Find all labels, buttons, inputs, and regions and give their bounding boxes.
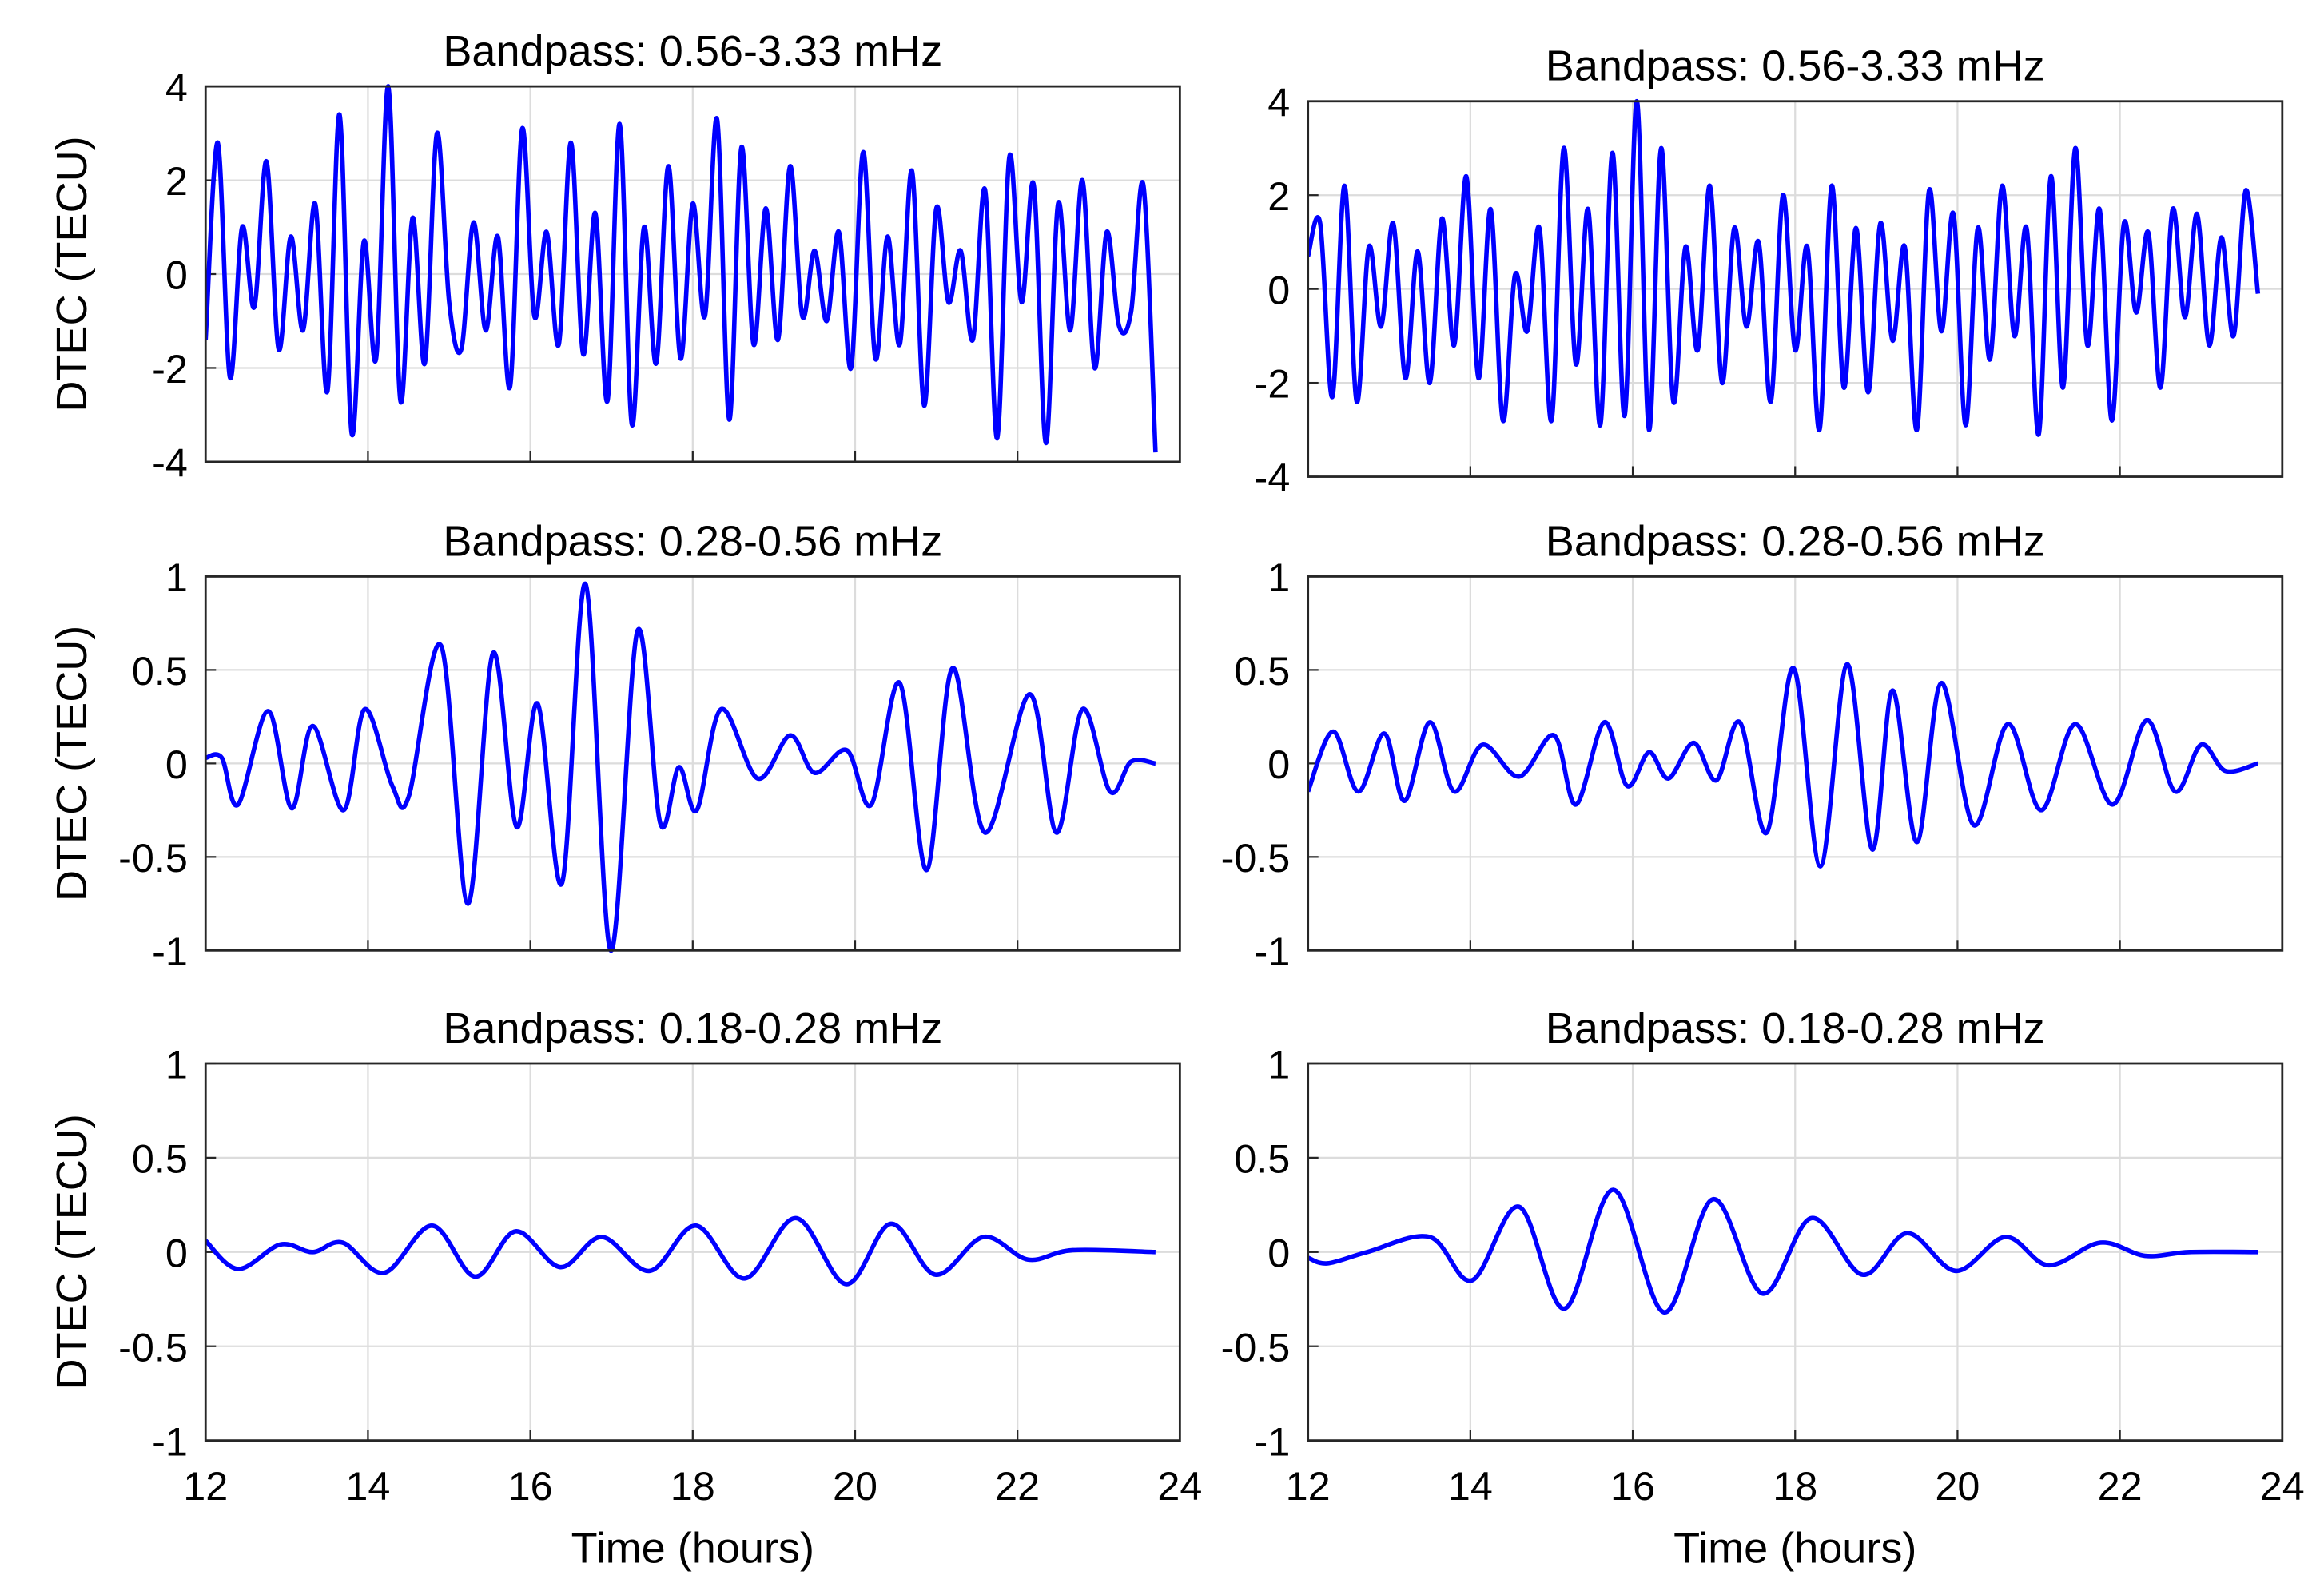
panel-title: Bandpass: 0.18-0.28 mHz bbox=[443, 1004, 942, 1052]
y-tick-label: -0.5 bbox=[118, 835, 188, 881]
x-tick-label: 20 bbox=[833, 1463, 877, 1509]
y-tick-label: -1 bbox=[1255, 1418, 1291, 1464]
y-tick-label: -2 bbox=[152, 346, 188, 392]
axes-frame bbox=[1307, 100, 2284, 478]
data-line bbox=[205, 581, 1156, 953]
y-tick-label: -0.5 bbox=[118, 1324, 188, 1370]
x-tick-label: 12 bbox=[183, 1463, 228, 1509]
y-tick-label: 1 bbox=[1267, 1042, 1290, 1088]
y-tick-label: -4 bbox=[152, 440, 188, 486]
panel: -1 -0.5 0 0.5 1 Bandpass: 0.28-0.56 mHz bbox=[1221, 517, 2284, 974]
axes-frame bbox=[204, 1062, 1181, 1442]
y-tick-label: -1 bbox=[1255, 929, 1291, 974]
data-line bbox=[205, 1215, 1156, 1287]
axes-frame bbox=[1307, 1062, 2284, 1442]
y-tick-label: 0 bbox=[165, 742, 188, 787]
y-tick-label: 1 bbox=[165, 555, 188, 600]
y-tick-label: 2 bbox=[165, 158, 188, 204]
x-tick-label: 16 bbox=[508, 1463, 553, 1509]
y-tick-label: 0 bbox=[165, 253, 188, 298]
x-tick-label: 14 bbox=[345, 1463, 390, 1509]
y-tick-label: 0 bbox=[165, 1230, 188, 1275]
data-line bbox=[1307, 662, 2259, 869]
y-tick-label: 0 bbox=[1267, 267, 1290, 312]
panel: -4 -2 0 2 4 Bandpass: 0.56-3.33 mHz DTEC (TECU… bbox=[48, 27, 1181, 486]
x-tick-label: 22 bbox=[995, 1463, 1040, 1509]
axes-frame bbox=[204, 85, 1181, 463]
y-tick-label: 0 bbox=[1267, 1230, 1290, 1275]
axes-frame bbox=[204, 575, 1181, 952]
x-tick-label: 22 bbox=[2098, 1463, 2143, 1509]
y-tick-label: 0.5 bbox=[132, 648, 188, 694]
y-axis-label: DTEC (TECU) bbox=[48, 136, 96, 412]
panel-title: Bandpass: 0.56-3.33 mHz bbox=[443, 27, 942, 75]
panel: -4 -2 0 2 4 Bandpass: 0.56-3.33 mHz bbox=[1255, 42, 2284, 500]
panel: -1 -0.5 0 0.5 1 Bandpass: 0.28-0.56 mHz DTEC (… bbox=[48, 517, 1181, 974]
axes-frame bbox=[1307, 575, 2284, 952]
y-tick-label: 4 bbox=[1267, 79, 1290, 125]
y-tick-label: 4 bbox=[165, 65, 188, 110]
x-tick-label: 16 bbox=[1610, 1463, 1655, 1509]
x-axis-label: Time (hours) bbox=[1673, 1524, 1916, 1572]
y-tick-label: 0 bbox=[1267, 742, 1290, 787]
y-tick-label: -4 bbox=[1255, 455, 1291, 500]
y-tick-label: 0.5 bbox=[1234, 648, 1290, 694]
x-tick-label: 20 bbox=[1935, 1463, 1980, 1509]
y-tick-label: 1 bbox=[1267, 555, 1290, 600]
x-tick-label: 24 bbox=[1157, 1463, 1202, 1509]
data-line bbox=[1307, 1187, 2258, 1315]
data-line bbox=[1307, 98, 2261, 437]
panel: 12 14 16 18 20 22 24 -1 -0.5 0 0.5 1 Bandpass: 0.18-… bbox=[1221, 1004, 2305, 1573]
y-tick-label: 0.5 bbox=[132, 1136, 188, 1182]
x-tick-label: 24 bbox=[2260, 1463, 2305, 1509]
y-tick-label: 1 bbox=[165, 1042, 188, 1088]
panel: 12 14 16 18 20 22 24 -1 -0.5 0 0.5 1 Bandpass: 0.18-… bbox=[48, 1004, 1202, 1573]
panel-title: Bandpass: 0.18-0.28 mHz bbox=[1546, 1004, 2045, 1052]
x-tick-label: 12 bbox=[1286, 1463, 1331, 1509]
x-tick-label: 14 bbox=[1448, 1463, 1493, 1509]
y-tick-label: -0.5 bbox=[1221, 835, 1291, 881]
y-axis-label: DTEC (TECU) bbox=[48, 1114, 96, 1390]
y-tick-label: -2 bbox=[1255, 361, 1291, 407]
panel-title: Bandpass: 0.28-0.56 mHz bbox=[1546, 517, 2045, 565]
panel-title: Bandpass: 0.28-0.56 mHz bbox=[443, 517, 942, 565]
y-tick-label: 0.5 bbox=[1234, 1136, 1290, 1182]
y-tick-label: -0.5 bbox=[1221, 1324, 1291, 1370]
x-axis-label: Time (hours) bbox=[571, 1524, 814, 1572]
y-axis-label: DTEC (TECU) bbox=[48, 626, 96, 901]
y-tick-label: -1 bbox=[152, 929, 188, 974]
x-tick-label: 18 bbox=[1773, 1463, 1817, 1509]
x-tick-label: 18 bbox=[671, 1463, 715, 1509]
y-tick-label: -1 bbox=[152, 1418, 188, 1464]
y-tick-label: 2 bbox=[1267, 173, 1290, 219]
panel-title: Bandpass: 0.56-3.33 mHz bbox=[1546, 42, 2045, 90]
data-line bbox=[205, 84, 1158, 453]
